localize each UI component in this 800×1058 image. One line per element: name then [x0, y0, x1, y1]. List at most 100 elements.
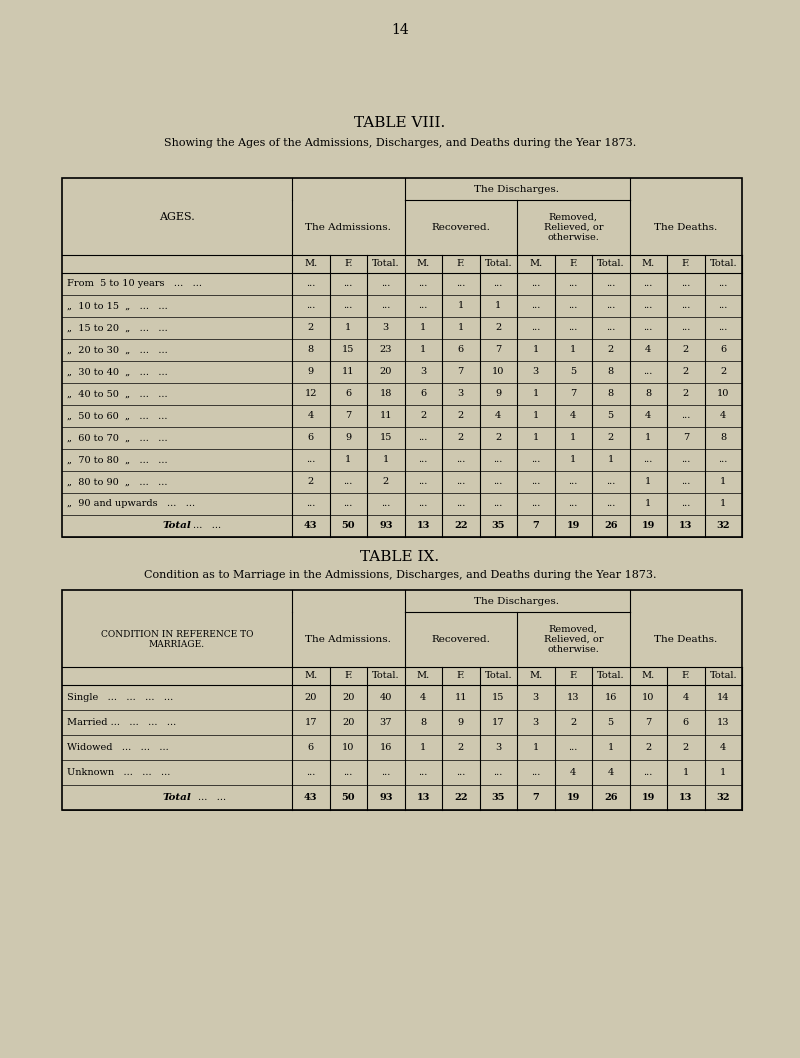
Text: 7: 7	[345, 412, 351, 420]
Text: 93: 93	[379, 522, 393, 530]
Text: 4: 4	[308, 412, 314, 420]
Text: Showing the Ages of the Admissions, Discharges, and Deaths during the Year 1873.: Showing the Ages of the Admissions, Disc…	[164, 138, 636, 148]
Text: ...: ...	[681, 499, 690, 509]
Text: 11: 11	[342, 367, 354, 377]
Text: F.: F.	[457, 259, 465, 269]
Text: 35: 35	[491, 522, 505, 530]
Text: Total.: Total.	[597, 259, 625, 269]
Text: 1: 1	[458, 302, 464, 310]
Text: ...: ...	[343, 768, 353, 777]
Text: F.: F.	[682, 259, 690, 269]
Text: 13: 13	[679, 522, 693, 530]
Text: 14: 14	[717, 693, 730, 703]
Text: ...: ...	[681, 302, 690, 310]
Text: 13: 13	[567, 693, 579, 703]
Text: 2: 2	[682, 743, 689, 752]
Text: Total: Total	[162, 794, 191, 802]
Text: 6: 6	[682, 718, 689, 727]
Text: The Deaths.: The Deaths.	[654, 635, 718, 644]
Text: 2: 2	[458, 434, 464, 442]
Text: F.: F.	[344, 672, 353, 680]
Text: 20: 20	[342, 718, 354, 727]
Text: 5: 5	[608, 412, 614, 420]
Text: 13: 13	[417, 794, 430, 802]
Text: ...: ...	[381, 499, 390, 509]
Text: ...   ...: ... ...	[193, 522, 221, 530]
Text: ...: ...	[681, 324, 690, 332]
Text: 5: 5	[570, 367, 576, 377]
Text: The Deaths.: The Deaths.	[654, 223, 718, 232]
Text: 1: 1	[533, 412, 539, 420]
Text: ...: ...	[494, 279, 503, 289]
Text: Removed,
Relieved, or
otherwise.: Removed, Relieved, or otherwise.	[543, 213, 603, 242]
Text: M.: M.	[417, 259, 430, 269]
Text: 10: 10	[492, 367, 505, 377]
Text: ...: ...	[606, 302, 615, 310]
Text: M.: M.	[529, 259, 542, 269]
Text: 9: 9	[308, 367, 314, 377]
Text: 8: 8	[420, 718, 426, 727]
Text: Recovered.: Recovered.	[431, 635, 490, 644]
Text: ...: ...	[606, 499, 615, 509]
Text: 2: 2	[308, 477, 314, 487]
Text: 12: 12	[305, 389, 317, 399]
Text: ...: ...	[643, 367, 653, 377]
Text: ...: ...	[531, 324, 541, 332]
Text: 1: 1	[533, 434, 539, 442]
Text: ...: ...	[606, 324, 615, 332]
Text: ...: ...	[306, 279, 315, 289]
Text: 7: 7	[458, 367, 464, 377]
Text: 8: 8	[608, 367, 614, 377]
Text: 6: 6	[345, 389, 351, 399]
Text: ...: ...	[681, 456, 690, 464]
Text: ...: ...	[718, 324, 728, 332]
Text: 3: 3	[382, 324, 389, 332]
Text: 20: 20	[305, 693, 317, 703]
Text: 1: 1	[570, 434, 576, 442]
Text: ...: ...	[418, 499, 428, 509]
Text: ...: ...	[718, 279, 728, 289]
Text: Widowed   ...   ...   ...: Widowed ... ... ...	[67, 743, 169, 752]
Text: 1: 1	[345, 324, 351, 332]
Text: 2: 2	[458, 743, 464, 752]
Text: 2: 2	[570, 718, 576, 727]
Text: ...: ...	[456, 477, 466, 487]
Text: 17: 17	[492, 718, 505, 727]
Text: ...: ...	[531, 477, 541, 487]
Text: „  70 to 80  „   ...   ...: „ 70 to 80 „ ... ...	[67, 456, 168, 464]
Text: ...: ...	[569, 477, 578, 487]
Text: F.: F.	[344, 259, 353, 269]
Text: ...: ...	[643, 324, 653, 332]
Text: „  20 to 30  „   ...   ...: „ 20 to 30 „ ... ...	[67, 346, 168, 354]
Text: 3: 3	[533, 718, 539, 727]
Text: 50: 50	[342, 522, 355, 530]
Text: 2: 2	[382, 477, 389, 487]
Text: 2: 2	[608, 346, 614, 354]
Text: Total: Total	[162, 522, 191, 530]
Text: ...: ...	[343, 477, 353, 487]
Text: 22: 22	[454, 794, 467, 802]
Text: ...: ...	[418, 456, 428, 464]
Text: 1: 1	[645, 434, 651, 442]
Text: Removed,
Relieved, or
otherwise.: Removed, Relieved, or otherwise.	[543, 624, 603, 655]
Text: ...: ...	[494, 768, 503, 777]
Text: ...: ...	[606, 477, 615, 487]
Text: ...: ...	[381, 279, 390, 289]
Text: 2: 2	[645, 743, 651, 752]
Text: Total.: Total.	[485, 672, 512, 680]
Text: 23: 23	[379, 346, 392, 354]
Text: 10: 10	[642, 693, 654, 703]
Text: 9: 9	[458, 718, 464, 727]
Text: 2: 2	[308, 324, 314, 332]
Text: 26: 26	[604, 522, 618, 530]
Text: 3: 3	[533, 367, 539, 377]
Text: ...: ...	[643, 768, 653, 777]
Text: ...: ...	[643, 302, 653, 310]
Text: 19: 19	[566, 794, 580, 802]
Text: ...: ...	[569, 499, 578, 509]
Text: 6: 6	[308, 434, 314, 442]
Text: 1: 1	[533, 389, 539, 399]
Text: 4: 4	[420, 693, 426, 703]
Text: M.: M.	[642, 672, 655, 680]
Text: ...: ...	[456, 279, 466, 289]
